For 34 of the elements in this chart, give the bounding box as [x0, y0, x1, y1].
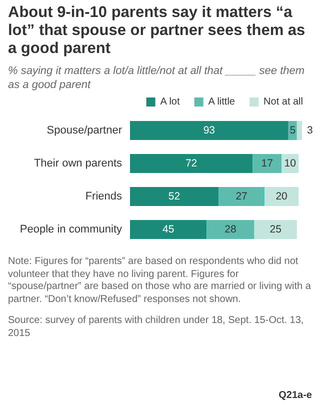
- bar: [206, 220, 254, 239]
- data-label: 5: [290, 124, 296, 136]
- legend-label: A little: [208, 96, 236, 108]
- text: Note: Figures for “parents” are based on respondents who did not volunteer that they have no living parent. Figures for “spouse/partner” are based on those who are married or living with a partner. “Don’t know/Refused” responses not shown.: [8, 256, 312, 306]
- data-label: 45: [162, 224, 174, 236]
- data-label: 3: [307, 124, 313, 136]
- data-label: 28: [224, 224, 236, 236]
- bar: [254, 220, 297, 239]
- legend-label: A lot: [160, 96, 180, 108]
- chart-subtitle: % saying it matters a lot/a little/not at all that _____ see them as a good parent: [8, 64, 306, 92]
- data-label: 52: [168, 190, 180, 202]
- y-tick-label: Friends: [85, 190, 122, 202]
- bar: [264, 187, 299, 206]
- data-label: 93: [203, 124, 216, 136]
- data-label: 27: [236, 190, 248, 202]
- bar: [130, 187, 219, 206]
- data-label: 17: [261, 158, 274, 170]
- bar: [130, 154, 253, 173]
- chart-title: About 9-in-10 parents say it matters “a lot” that spouse or partner sees them as a good parent: [8, 4, 306, 58]
- text: Q21a-e: [278, 390, 312, 401]
- data-label: 10: [284, 158, 296, 170]
- bar: [252, 154, 282, 173]
- legend-label: Not at all: [264, 96, 304, 108]
- data-label: 20: [276, 190, 288, 202]
- data-label: 72: [185, 158, 198, 170]
- source-note: Source: survey of parents with children under 18, Sept. 15-Oct. 13, 2015: [8, 315, 305, 340]
- bar: [130, 121, 288, 140]
- y-tick-label: Their own parents: [34, 158, 122, 170]
- y-tick-label: Spouse/partner: [46, 124, 122, 136]
- bar: [296, 121, 302, 140]
- y-tick-label: People in community: [20, 224, 122, 236]
- data-label: 25: [270, 224, 282, 236]
- bar: [218, 187, 265, 206]
- bar: [130, 220, 207, 239]
